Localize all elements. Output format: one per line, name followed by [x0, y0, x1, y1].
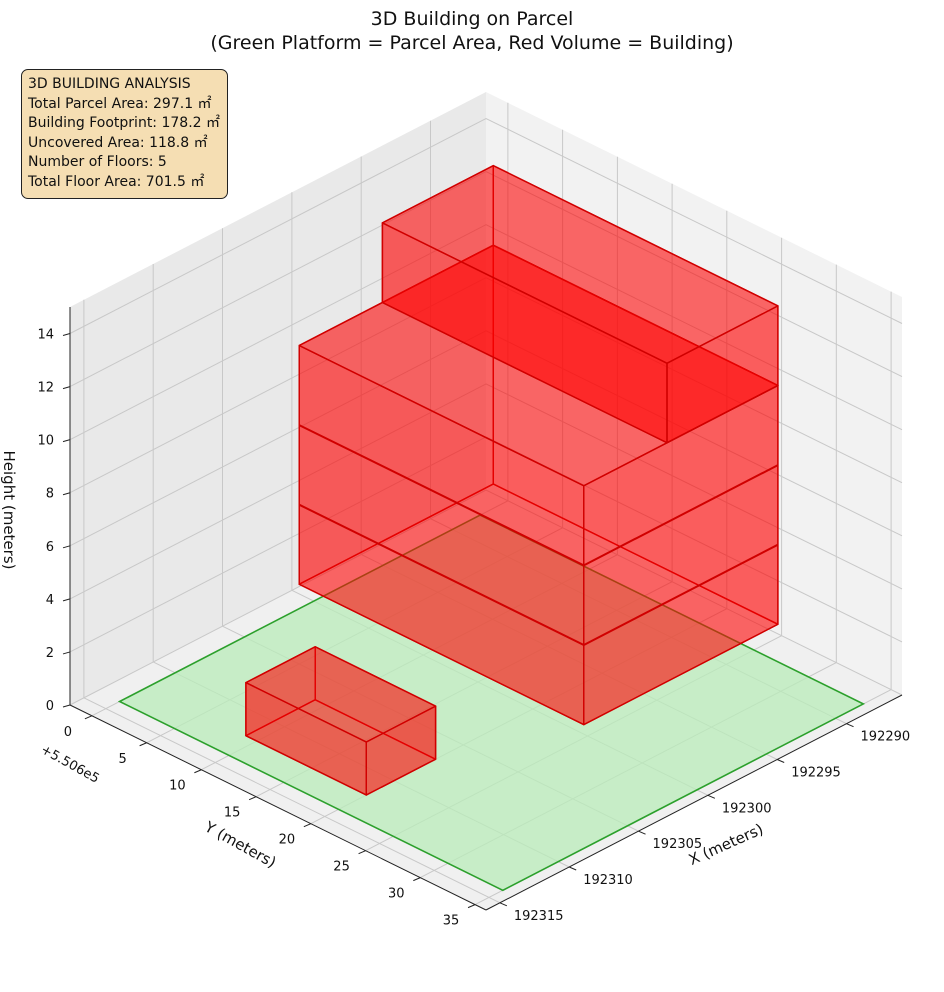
- y-axis-label: Y (meters): [201, 817, 279, 871]
- z-tick-mark: [62, 439, 71, 443]
- y-tick-label: 15: [224, 806, 241, 821]
- x-tick-label: 192315: [514, 909, 564, 924]
- z-tick-mark: [62, 386, 71, 390]
- block-0-floor-line: [298, 503, 779, 647]
- info-heading: 3D BUILDING ANALYSIS: [28, 76, 191, 92]
- y-tick-mark: [194, 769, 202, 774]
- x-tick-mark: [499, 902, 508, 907]
- z-axis-label: Height (meters): [0, 451, 18, 570]
- y-tick-label: 35: [443, 914, 460, 929]
- axis-lines: [62, 307, 903, 911]
- z-tick-label: 14: [37, 328, 54, 343]
- analysis-info-box: 3D BUILDING ANALYSIS Total Parcel Area: …: [21, 69, 228, 199]
- y-tick-label: 25: [333, 860, 350, 875]
- info-parcel-area: Total Parcel Area: 297.1 ㎡: [28, 95, 212, 112]
- x-tick-label: 192305: [653, 837, 703, 852]
- x-tick-label: 192300: [722, 801, 772, 816]
- z-tick-label: 4: [46, 593, 54, 608]
- info-uncovered-area: Uncovered Area: 118.8 ㎡: [28, 134, 208, 151]
- y-tick-label: 5: [118, 752, 126, 767]
- x-tick-label: 192295: [791, 766, 841, 781]
- z-tick-mark: [62, 651, 71, 655]
- parcel-layer: [117, 514, 866, 892]
- gridline-z: [69, 489, 903, 706]
- z-tick-mark: [62, 598, 71, 602]
- x-tick-mark: [569, 866, 577, 871]
- x-tick-mark: [638, 830, 646, 835]
- chart-title-line-2: (Green Platform = Parcel Area, Red Volum…: [210, 32, 733, 54]
- x-axis-line: [485, 694, 903, 911]
- z-tick-mark: [62, 545, 71, 549]
- x-tick-mark: [777, 759, 785, 763]
- z-tick-label: 6: [46, 540, 54, 555]
- block-0-floor-line: [298, 424, 779, 567]
- y-offset-label: +5.506e5: [38, 742, 102, 786]
- chart-title-line-1: 3D Building on Parcel: [371, 8, 574, 30]
- y-tick-label: 20: [279, 833, 296, 848]
- parcel-platform: [117, 514, 866, 892]
- gridline-z: [69, 277, 903, 494]
- y-tick-label: 30: [388, 887, 405, 902]
- z-tick-mark: [62, 704, 71, 708]
- y-tick-mark: [413, 877, 421, 882]
- y-tick-mark: [248, 796, 257, 801]
- tick-labels: 192290 192295 192300 192305 192310 192315 0 5 10…: [37, 328, 910, 929]
- y-tick-label: 10: [169, 779, 186, 794]
- x-tick-label: 192290: [861, 730, 911, 745]
- x-tick-label: 192310: [583, 873, 633, 888]
- z-tick-label: 8: [46, 487, 54, 502]
- gridline-z: [69, 383, 903, 600]
- y-axis-line: [69, 704, 487, 911]
- gridline-z: [69, 330, 903, 547]
- y-tick-mark: [139, 742, 147, 747]
- x-tick-mark: [707, 794, 716, 799]
- gridline-z: [69, 224, 903, 441]
- gridline-z: [69, 117, 903, 334]
- block-2-top-face: [245, 646, 437, 743]
- z-tick-label: 2: [46, 646, 54, 661]
- info-total-floor-area: Total Floor Area: 701.5 ㎡: [28, 173, 205, 190]
- y-tick-mark: [303, 823, 312, 828]
- z-tick-label: 0: [46, 699, 54, 714]
- y-tick-mark: [358, 850, 366, 855]
- building-layer: [245, 164, 779, 796]
- block-0-top-face: [298, 244, 779, 487]
- info-number-of-floors: Number of Floors: 5: [28, 154, 167, 171]
- info-building-footprint: Building Footprint: 178.2 ㎡: [28, 115, 221, 132]
- z-tick-label: 10: [37, 434, 54, 449]
- z-tick-mark: [62, 492, 71, 496]
- gridline-z: [69, 171, 903, 388]
- x-tick-mark: [846, 723, 854, 728]
- y-tick-mark: [467, 904, 476, 909]
- pane-x-back: [486, 92, 902, 695]
- z-tick-label: 12: [37, 381, 54, 396]
- block-1-top-face: [381, 164, 779, 364]
- y-tick-mark: [84, 715, 93, 720]
- z-tick-mark: [62, 333, 71, 337]
- y-tick-label: 0: [64, 725, 72, 740]
